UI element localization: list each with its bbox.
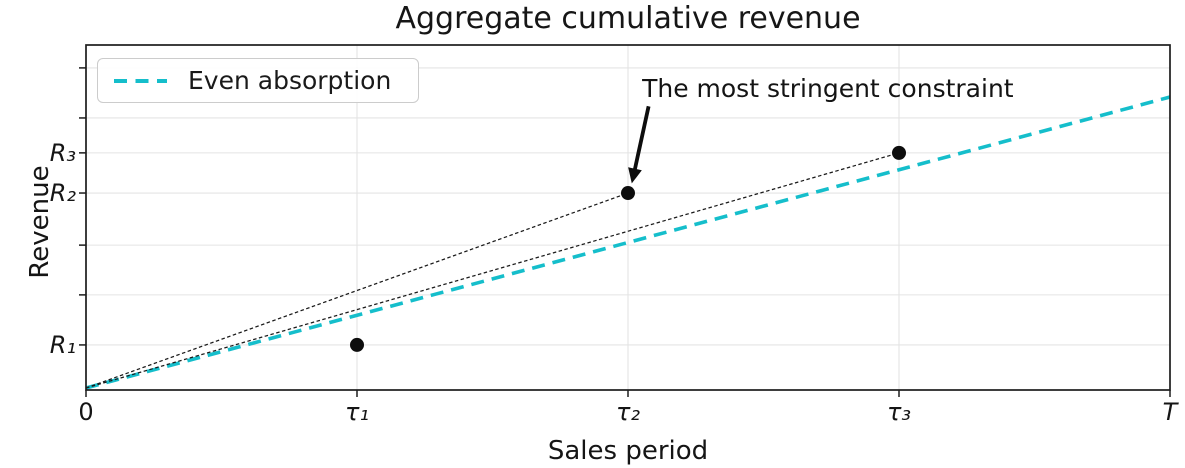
data-point [892,145,906,160]
y-tick-label-r3: R₃ [49,138,76,167]
constraint-ray-line [85,152,900,389]
chart-title: Aggregate cumulative revenue [395,1,861,36]
y-tick-label-r1: R₁ [49,330,76,359]
x-axis-label: Sales period [547,436,709,466]
data-point [350,337,364,352]
legend-label: Even absorption [188,66,392,95]
constraint-ray-line [85,192,629,389]
y-tick-label-r2: R₂ [49,179,76,208]
x-tick-label-tau3: τ₃ [886,398,912,426]
x-tick-label-0: 0 [78,398,94,426]
legend: Even absorption [97,58,419,103]
data-point [621,186,635,201]
x-tick-label-tau1: τ₁ [344,398,370,426]
annotation-arrow-head [628,167,642,184]
annotation-text: The most stringent constraint [642,74,1014,103]
legend-dashed-line-sample [114,78,167,83]
x-tick-label-tau2: τ₂ [615,398,641,426]
annotation-arrow-shaft [632,105,651,172]
even-absorption-line [85,95,1171,390]
x-tick-label-T: T [1162,398,1178,426]
